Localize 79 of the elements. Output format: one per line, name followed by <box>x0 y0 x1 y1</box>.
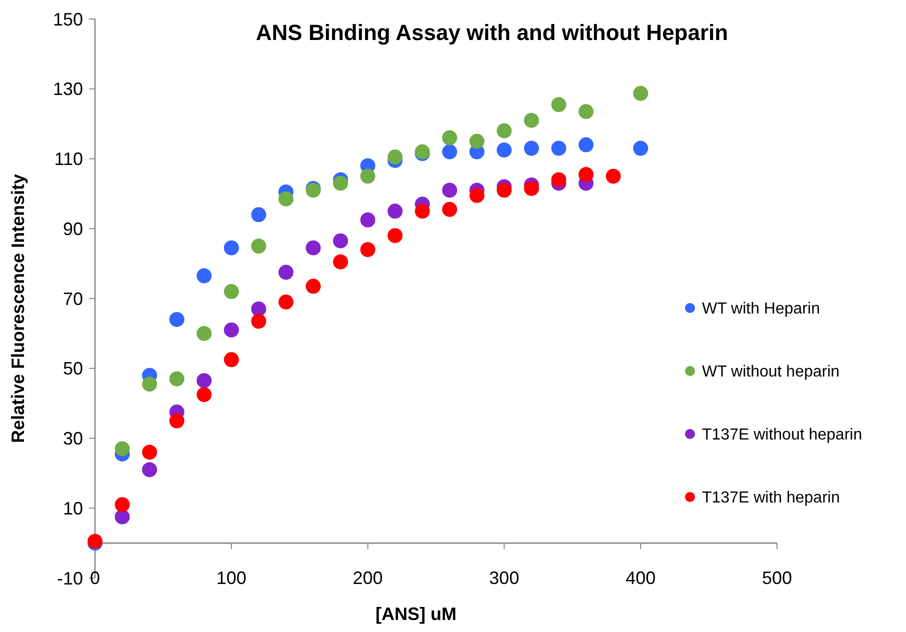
y-tick-label: 90 <box>62 218 83 239</box>
point <box>551 172 566 188</box>
point <box>442 182 458 198</box>
point <box>306 240 321 256</box>
point <box>196 326 212 341</box>
point <box>633 140 648 156</box>
x-tick-label: 100 <box>216 568 246 588</box>
point <box>251 207 266 222</box>
y-tick-label: -10 <box>56 568 83 588</box>
point <box>360 242 376 258</box>
point <box>114 509 130 524</box>
y-tick-label: 150 <box>52 9 83 30</box>
x-tick-label: 500 <box>762 568 792 588</box>
point <box>224 240 239 256</box>
point <box>196 268 212 284</box>
point <box>114 497 130 512</box>
point <box>333 233 348 248</box>
legend-label: WT without heparin <box>702 364 840 381</box>
point <box>196 373 212 388</box>
point <box>524 112 539 128</box>
point <box>524 140 539 156</box>
point <box>360 168 376 184</box>
x-axis-title: [ANS] uM <box>376 604 456 624</box>
point <box>388 150 403 165</box>
point <box>606 168 621 184</box>
point <box>442 144 458 160</box>
point <box>251 238 266 254</box>
point <box>551 140 566 156</box>
x-tick-label: 200 <box>352 568 383 588</box>
point <box>251 301 266 316</box>
point <box>442 202 458 217</box>
point <box>578 166 594 182</box>
point <box>278 191 294 206</box>
point <box>360 212 376 228</box>
point <box>333 254 348 270</box>
point <box>496 182 512 198</box>
point <box>142 444 158 460</box>
x-tick-label: 300 <box>489 568 520 588</box>
legend-label: WT with Heparin <box>702 300 820 318</box>
point <box>633 86 648 101</box>
point <box>414 204 430 219</box>
point <box>469 134 484 149</box>
point <box>251 314 266 329</box>
point <box>388 204 403 219</box>
point <box>524 180 539 196</box>
point <box>496 123 512 138</box>
point <box>142 462 158 478</box>
point <box>196 387 212 402</box>
point <box>142 376 158 392</box>
point <box>224 322 239 338</box>
point <box>169 413 184 428</box>
legend-label: T137E with heparin <box>702 490 840 507</box>
point <box>224 352 239 368</box>
point <box>333 176 348 191</box>
y-tick-label: 30 <box>62 428 83 449</box>
point <box>169 371 184 386</box>
point <box>278 294 294 310</box>
y-tick-label: 110 <box>54 149 83 170</box>
y-tick-label: 10 <box>62 498 83 518</box>
legend-label: T137E without heparin <box>702 426 862 444</box>
point <box>306 278 321 294</box>
point <box>578 104 594 120</box>
x-tick-label: 0 <box>90 568 100 588</box>
y-tick-label: 130 <box>52 79 83 100</box>
y-tick-label: 70 <box>62 288 83 309</box>
point <box>442 130 458 146</box>
chart-title: ANS Binding Assay with and without Heparin <box>256 20 728 45</box>
point <box>114 441 130 456</box>
point <box>578 137 594 152</box>
point <box>388 228 403 244</box>
x-tick-label: 400 <box>626 568 656 588</box>
point <box>278 264 294 280</box>
point <box>469 188 484 203</box>
point <box>224 284 239 300</box>
y-axis-title: Relative Fluorescence Intensity <box>8 174 28 444</box>
point <box>551 97 566 112</box>
y-tick-label: 50 <box>62 358 83 379</box>
point <box>496 142 512 158</box>
point <box>169 312 184 327</box>
